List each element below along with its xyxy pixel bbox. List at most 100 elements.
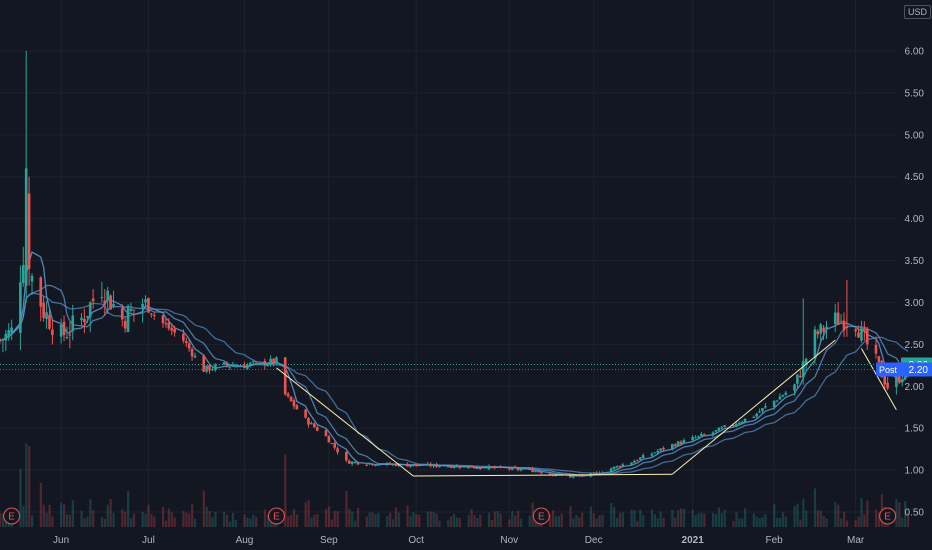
candle-body xyxy=(682,440,686,444)
candle-body xyxy=(228,366,232,368)
price-axis[interactable]: 0.50 1.00 1.50 2.00 2.50 3.00 3.50 4.00 4.50 5.00… xyxy=(905,47,925,519)
volume-bar xyxy=(575,514,578,527)
y-tick-label: 3.00 xyxy=(905,298,925,309)
earnings-marker[interactable]: E xyxy=(532,507,550,525)
y-tick-label: 1.00 xyxy=(905,466,925,477)
volume-bar xyxy=(92,510,95,527)
price-lines xyxy=(0,363,898,371)
volume-bar xyxy=(487,512,491,527)
earnings-marker[interactable]: E xyxy=(3,507,21,525)
earnings-marker[interactable]: E xyxy=(879,507,897,525)
earnings-label: E xyxy=(538,512,545,523)
candle-body xyxy=(141,303,144,308)
earnings-label: E xyxy=(884,512,891,523)
earnings-marker[interactable]: E xyxy=(267,507,285,525)
candle-body xyxy=(100,296,104,299)
candle-body xyxy=(860,327,863,341)
candle-body xyxy=(123,320,127,329)
candle-body xyxy=(187,343,191,349)
x-tick-label: Mar xyxy=(847,535,865,546)
y-tick-label: 4.50 xyxy=(905,172,925,183)
candle-body xyxy=(737,422,741,424)
volume-bar xyxy=(211,517,214,527)
trendline-drawings[interactable] xyxy=(276,339,897,477)
candle-body xyxy=(80,317,83,321)
volume-bar xyxy=(354,520,357,527)
volume-bar xyxy=(697,513,700,527)
x-tick-label: Aug xyxy=(236,535,254,546)
candle-body xyxy=(368,463,371,465)
candle-body xyxy=(10,327,13,334)
volume-bar xyxy=(907,513,910,527)
volume-bar xyxy=(287,516,290,527)
volume-bar xyxy=(799,519,802,527)
volume-bar xyxy=(100,517,104,527)
volume-bar xyxy=(406,505,409,527)
post-label-value: 2.20 xyxy=(909,365,929,376)
post-price-box xyxy=(876,362,932,377)
candle-body xyxy=(394,464,398,466)
volume-bar xyxy=(455,517,459,527)
candle-body xyxy=(91,298,95,302)
volume-bar xyxy=(333,510,336,527)
volume-bar xyxy=(63,504,66,527)
candle-body xyxy=(1,339,5,341)
earnings-circle xyxy=(267,507,285,525)
volume-bar xyxy=(391,519,395,527)
volume-bar xyxy=(898,502,901,527)
candle-body xyxy=(353,462,357,464)
volume-bar xyxy=(613,506,616,527)
time-axis[interactable]: Jun Jul Aug Sep Oct Nov Dec 2021 Feb Mar xyxy=(53,535,865,546)
volume-bar xyxy=(621,512,624,527)
candle-body xyxy=(548,473,552,475)
x-tick-label: 2021 xyxy=(682,535,705,546)
volume-bar xyxy=(208,511,211,527)
volume-bar xyxy=(560,513,563,527)
candle-body xyxy=(307,418,310,425)
volume-bar xyxy=(185,512,188,527)
candle-body xyxy=(292,400,296,407)
volume-bar xyxy=(636,521,639,527)
candle-body xyxy=(528,468,531,470)
candle-body xyxy=(799,375,802,378)
volume-bar xyxy=(633,510,636,527)
candle-body xyxy=(112,303,115,307)
y-tick-label: 6.00 xyxy=(905,47,925,58)
candle-body xyxy=(540,472,543,474)
candle-body xyxy=(377,464,380,466)
volume-bar xyxy=(554,515,558,527)
volume-bar xyxy=(65,514,69,527)
volume-bar xyxy=(834,502,837,527)
candle-body xyxy=(254,361,258,363)
candle-body xyxy=(711,432,715,435)
volume-bar xyxy=(249,518,252,527)
volume-bar xyxy=(106,504,109,527)
earnings-circle xyxy=(532,507,550,525)
candle-body xyxy=(676,441,680,447)
volume-bar xyxy=(68,514,72,527)
candle-body xyxy=(679,441,683,444)
volume-bar xyxy=(671,509,674,527)
volume-bar xyxy=(842,511,846,527)
candle-body xyxy=(202,355,206,372)
candle-body xyxy=(499,466,502,468)
candle-body xyxy=(714,430,718,432)
volume-bar xyxy=(551,510,555,527)
volume-bar xyxy=(895,499,898,527)
candle-body xyxy=(700,433,703,437)
candle-body xyxy=(621,464,625,467)
candle-body xyxy=(126,306,130,333)
candle-body xyxy=(24,168,28,286)
candle-body xyxy=(720,427,724,429)
candle-body xyxy=(694,437,697,439)
candle-body xyxy=(42,302,45,318)
volume-bar xyxy=(845,520,849,527)
candle-body xyxy=(283,357,287,395)
candle-body xyxy=(793,384,796,391)
volume-bar xyxy=(394,507,397,527)
candle-body xyxy=(385,462,389,465)
candle-body xyxy=(411,464,415,466)
